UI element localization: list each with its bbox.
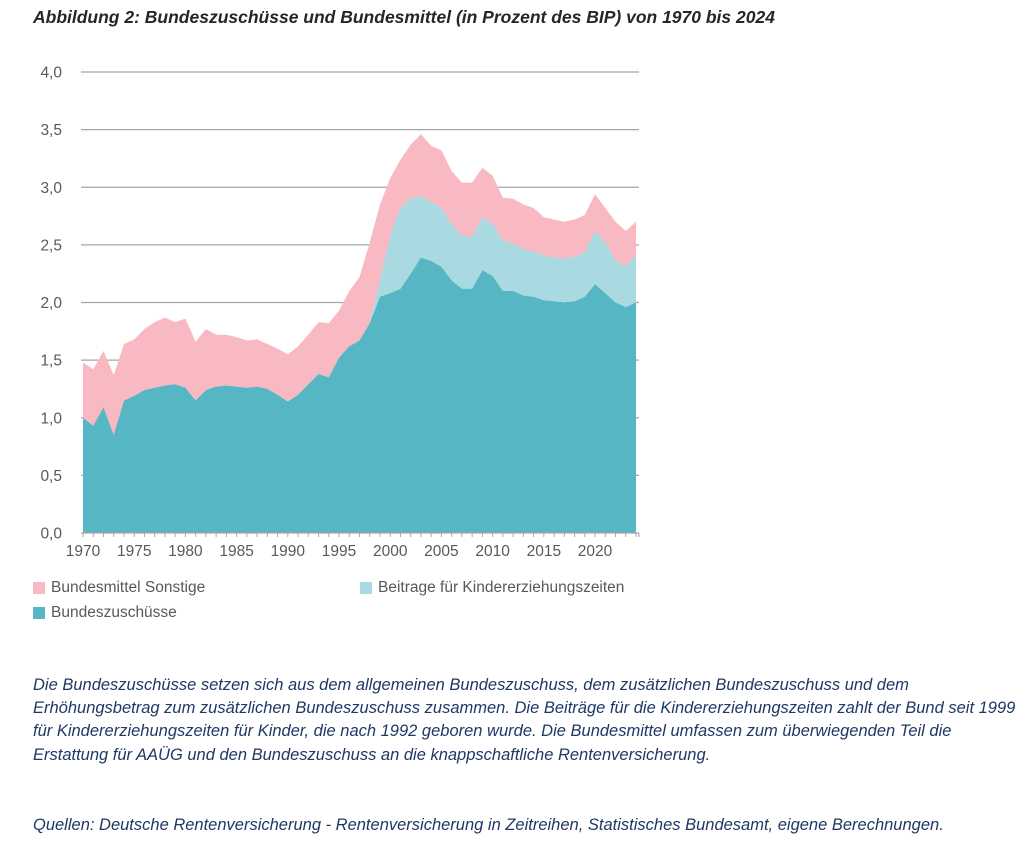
legend-label: Bundesmittel Sonstige: [51, 579, 206, 596]
x-tick-label: 1985: [219, 543, 253, 560]
legend-item-1: Bundesmittel Sonstige: [33, 579, 360, 597]
y-tick-label: 3,0: [40, 180, 62, 197]
stacked-area-chart: 1970 1975 1980 1985 1990 1995 2000 2005 2010 2015…: [0, 0, 700, 575]
x-tick-label: 1980: [168, 543, 203, 560]
chart-canvas: 1970 1975 1980 1985 1990 1995 2000 2005 2010 2015…: [40, 65, 640, 560]
legend-swatch-icon: [33, 582, 45, 594]
legend-swatch-icon: [33, 607, 45, 619]
y-tick-label: 4,0: [40, 65, 62, 82]
x-tick-label: 1970: [66, 543, 101, 560]
legend-label: Beitrage für Kindererziehungszeiten: [378, 579, 625, 596]
y-tick-label: 0,5: [40, 468, 62, 485]
figure-note: Die Bundeszuschüsse setzen sich aus dem …: [33, 675, 1016, 764]
area-series-bundesmittel-sonstige: [83, 134, 636, 435]
x-tick-label: 2005: [424, 543, 458, 560]
figure-sources: Quellen: Deutsche Rentenversicherung - R…: [33, 815, 944, 834]
legend-label: Bundeszuschüsse: [51, 604, 177, 621]
x-tick-label: 2010: [475, 543, 510, 560]
y-tick-label: 2,0: [40, 295, 62, 312]
y-tick-label: 3,5: [40, 122, 62, 139]
figure-title: Abbildung 2: Bundeszuschüsse und Bundesm…: [33, 7, 775, 27]
legend-item-2: Beitrage für Kindererziehungszeiten: [360, 579, 693, 597]
y-tick-label: 2,5: [40, 237, 62, 254]
area-series-bundeszusch-sse: [83, 257, 636, 533]
y-tick-label: 1,5: [40, 353, 62, 370]
y-tick-label: 1,0: [40, 410, 62, 427]
x-tick-label: 2000: [373, 543, 408, 560]
x-tick-label: 2020: [578, 543, 613, 560]
legend-swatch-icon: [360, 582, 372, 594]
x-tick-label: 1995: [322, 543, 356, 560]
y-tick-label: 0,0: [40, 526, 62, 543]
x-tick-label: 1975: [117, 543, 151, 560]
area-series-beitrage-f-r-kindererziehungszeiten: [83, 196, 636, 435]
chart-legend: Bundesmittel Sonstige Beitrage für Kinder…: [33, 579, 693, 622]
x-tick-label: 2015: [527, 543, 561, 560]
x-tick-label: 1990: [271, 543, 306, 560]
legend-item-3: Bundeszuschüsse: [33, 604, 360, 622]
